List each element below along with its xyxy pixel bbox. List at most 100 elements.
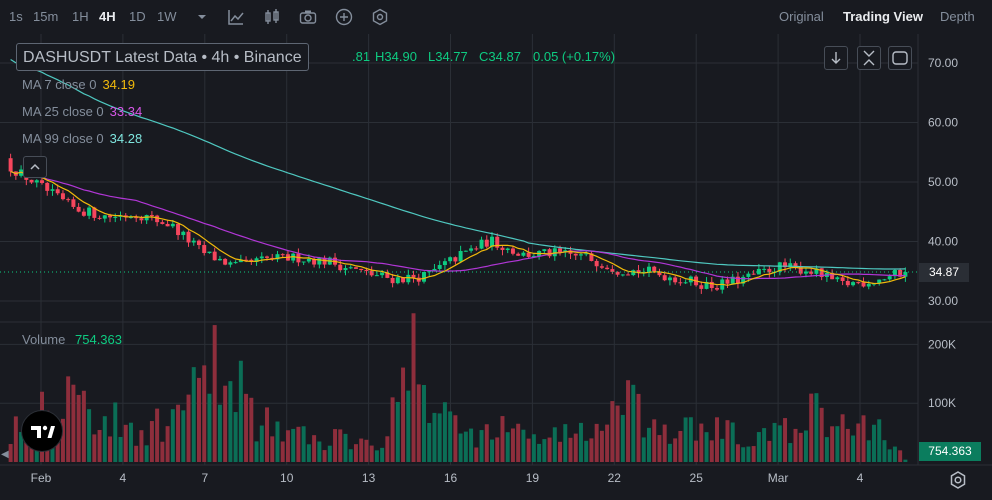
timeframe-1d[interactable]: 1D — [129, 9, 146, 24]
timeframe-1h[interactable]: 1H — [72, 9, 89, 24]
volume-tick-label: 200K — [928, 337, 956, 351]
volume-bar — [892, 446, 897, 462]
candle-body — [380, 272, 385, 276]
volume-bar — [626, 380, 631, 462]
symbol-legend-title[interactable]: DASHUSDT Latest Data • 4h • Binance — [16, 43, 309, 71]
tab-original[interactable]: Original — [779, 9, 824, 24]
timeframe-1w[interactable]: 1W — [157, 9, 177, 24]
candle-body — [819, 268, 824, 277]
volume-bar — [704, 432, 709, 462]
tab-depth[interactable]: Depth — [940, 9, 975, 24]
candle-body — [123, 215, 128, 218]
candle-body — [223, 258, 228, 265]
candle-body — [113, 216, 118, 218]
candle-body — [422, 271, 426, 282]
candle-body — [55, 189, 60, 194]
price-tick-label: 40.00 — [928, 235, 958, 249]
candle-body — [139, 218, 144, 221]
volume-bar — [741, 447, 746, 462]
chart-settings-button[interactable] — [946, 468, 970, 492]
candle-body — [197, 240, 201, 246]
add-icon[interactable] — [334, 7, 354, 27]
candle-body — [275, 254, 280, 260]
tab-trading-view[interactable]: Trading View — [843, 9, 923, 24]
volume-bar — [390, 397, 395, 462]
candle-body — [343, 268, 348, 271]
volume-bar — [830, 426, 835, 462]
ma99-label: MA 99 close 0 — [22, 131, 104, 146]
candle-body — [442, 261, 447, 266]
ohlc-close: C34.87 — [479, 49, 521, 64]
candle-body — [490, 236, 494, 247]
chevron-down-icon[interactable] — [192, 7, 212, 27]
volume-bar — [102, 416, 107, 462]
candle-body — [725, 279, 730, 284]
timeframe-1s[interactable]: 1s — [9, 9, 23, 24]
candle-body — [667, 277, 672, 281]
camera-icon[interactable] — [298, 7, 318, 27]
volume-bar — [573, 433, 578, 462]
volume-bar — [437, 413, 442, 462]
timeframe-15m[interactable]: 15m — [33, 9, 59, 24]
candle-body — [652, 266, 657, 272]
volume-bar — [746, 446, 751, 462]
volume-bar — [903, 459, 908, 462]
volume-bar — [186, 394, 191, 462]
candle-body — [793, 263, 798, 267]
volume-bar — [495, 437, 500, 462]
candle-body — [469, 248, 474, 251]
volume-bar — [777, 425, 782, 462]
volume-bar — [448, 411, 453, 462]
candle-body — [369, 270, 374, 276]
volume-bar — [694, 440, 699, 462]
candle-body — [563, 250, 568, 253]
candle-type-icon[interactable] — [262, 7, 282, 27]
candle-body — [160, 222, 165, 224]
collapse-panel-button[interactable] — [857, 46, 881, 70]
candle-body — [280, 254, 285, 256]
volume-bar — [92, 434, 97, 462]
candle-body — [8, 158, 13, 172]
candle-body — [134, 217, 139, 219]
candle-body — [526, 252, 531, 257]
volume-bar — [872, 424, 876, 462]
candle-body — [427, 271, 432, 273]
gear-icon — [950, 471, 966, 489]
scroll-left-arrow[interactable]: ◀ — [1, 449, 9, 460]
candle-body — [385, 272, 390, 278]
tradingview-logo[interactable] — [21, 410, 63, 452]
volume-bar — [265, 407, 269, 462]
volume-bar — [249, 397, 254, 462]
volume-tick-label: 100K — [928, 396, 956, 410]
volume-bar — [599, 430, 604, 462]
volume-bar — [725, 420, 730, 462]
volume-bar — [673, 438, 678, 462]
volume-bar — [898, 450, 903, 462]
candle-body — [76, 206, 81, 212]
volume-bar — [97, 429, 102, 462]
candle-body — [34, 180, 39, 183]
candle-body — [45, 182, 50, 191]
fullscreen-button[interactable] — [888, 46, 912, 70]
ohlc-change: 0.05 (+0.17%) — [533, 49, 616, 64]
collapse-legend-button[interactable] — [23, 156, 47, 178]
volume-bar — [877, 419, 882, 462]
volume-bar — [620, 414, 625, 462]
volume-bar — [552, 427, 557, 462]
volume-bar — [605, 424, 610, 462]
candle-body — [484, 239, 489, 247]
volume-bar — [636, 393, 641, 462]
timeframe-4h[interactable]: 4H — [99, 9, 116, 24]
indicator-icon[interactable] — [226, 7, 246, 27]
candle-body — [338, 264, 343, 271]
volume-bar — [244, 393, 249, 462]
candle-body — [364, 270, 369, 272]
volume-bar — [652, 419, 657, 462]
volume-bar — [254, 441, 259, 462]
scroll-down-button[interactable] — [824, 46, 848, 70]
chart-grid — [0, 34, 992, 466]
candle-body — [128, 217, 133, 219]
price-chart[interactable]: 70.00 60.00 50.00 40.00 30.00 200K 100K Feb 4 7 10… — [0, 34, 992, 500]
settings-icon[interactable] — [370, 7, 390, 27]
volume-bar — [81, 390, 86, 462]
